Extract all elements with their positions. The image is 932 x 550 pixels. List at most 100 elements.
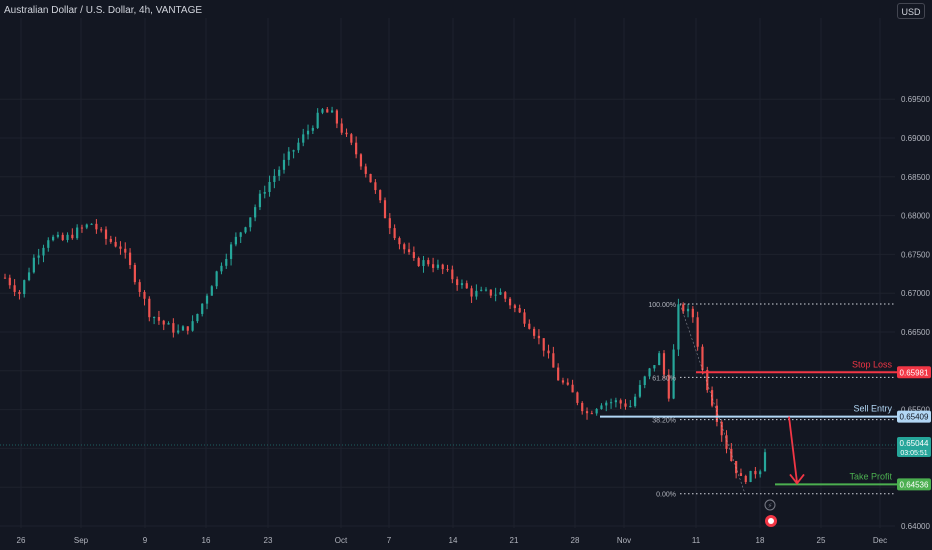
candle-body — [547, 350, 550, 354]
candle-body — [205, 295, 209, 304]
candlestick-series — [3, 106, 767, 485]
candle-body — [460, 283, 464, 286]
candle-body — [566, 382, 569, 385]
candle-body — [297, 142, 300, 151]
candle-body — [383, 200, 387, 219]
candle-body — [234, 236, 237, 245]
candle-body — [355, 142, 358, 155]
candle-body — [682, 304, 685, 312]
candle-body — [153, 317, 156, 319]
candle-body — [393, 228, 396, 239]
candle-body — [191, 321, 194, 331]
lightning-event-icon[interactable] — [764, 499, 776, 511]
candle-body — [643, 376, 646, 386]
candle-body — [629, 406, 632, 408]
candle-body — [576, 392, 579, 403]
candle-body — [47, 240, 50, 248]
bar-countdown-label: 03:05:51 — [900, 450, 927, 457]
candle-body — [330, 110, 334, 113]
candle-body — [143, 291, 146, 299]
fib-level-label: 38.20% — [652, 418, 676, 425]
x-tick-label: 28 — [571, 536, 580, 545]
candle-body — [278, 169, 281, 176]
x-tick-label: 25 — [817, 536, 826, 545]
x-tick-label: Dec — [873, 536, 887, 545]
candle-body — [220, 265, 223, 272]
candle-body — [489, 289, 492, 296]
candle-body — [706, 369, 709, 391]
candle-body — [658, 353, 661, 366]
candle-body — [653, 365, 656, 369]
flag-event-icon-inner — [768, 518, 774, 524]
candle-body — [605, 402, 608, 406]
candle-body — [114, 241, 117, 247]
candle-body — [374, 182, 377, 191]
candle-body — [287, 151, 290, 160]
level-name: Sell Entry — [853, 404, 892, 414]
candle-body — [561, 380, 565, 383]
x-tick-label: Sep — [74, 536, 89, 545]
fib-level-label: 0.00% — [656, 492, 676, 499]
fib-level-label: 61.80% — [652, 375, 676, 382]
candle-body — [465, 283, 468, 289]
level-name: Take Profit — [849, 471, 892, 481]
level-price-label: 0.65409 — [900, 413, 929, 422]
candle-body — [436, 264, 440, 268]
candle-body — [263, 191, 266, 194]
candle-body — [119, 246, 122, 249]
candle-body — [412, 252, 415, 259]
candle-body — [585, 411, 589, 414]
y-tick-label: 0.64000 — [901, 522, 930, 531]
candle-body — [90, 223, 93, 225]
time-axis[interactable]: 26 Sep 9 16 23 Oct 7 14 21 28 Nov 11 18 25 Dec — [17, 536, 888, 545]
candle-body — [80, 227, 84, 229]
candle-body — [3, 277, 7, 279]
candle-body — [662, 353, 666, 375]
candle-body — [422, 260, 425, 267]
candle-body — [456, 279, 459, 286]
candle-body — [508, 298, 512, 306]
candle-body — [359, 154, 363, 167]
candle-body — [759, 471, 762, 475]
currency-button[interactable]: USD — [897, 3, 925, 19]
candle-body — [71, 234, 74, 239]
x-tick-label: 21 — [510, 536, 519, 545]
x-tick-label: 26 — [17, 536, 26, 545]
candle-body — [311, 127, 314, 131]
sell-arrow-head — [789, 473, 805, 485]
level-price-label: 0.64536 — [900, 480, 929, 489]
candle-body — [42, 247, 45, 256]
candle-body — [504, 292, 507, 299]
candle-body — [388, 218, 391, 229]
candle-body — [225, 258, 228, 266]
lightning-glyph-icon: ⚡ — [768, 502, 773, 510]
candle-body — [239, 232, 242, 237]
candle-body — [302, 134, 305, 143]
candle-body — [249, 217, 252, 228]
candle-body — [273, 175, 276, 182]
candle-body — [638, 385, 642, 397]
candle-body — [85, 224, 88, 228]
candle-body — [609, 402, 613, 404]
y-tick-label: 0.69500 — [901, 95, 930, 104]
candle-body — [701, 346, 704, 370]
candle-body — [316, 112, 319, 128]
candle-body — [407, 249, 411, 253]
candle-body — [537, 335, 541, 339]
candle-body — [167, 323, 170, 325]
price-axis[interactable]: 0.69500 0.69000 0.68500 0.68000 0.67500 0.670… — [897, 95, 931, 531]
x-tick-label: 7 — [387, 536, 392, 545]
candle-body — [109, 238, 112, 242]
candle-body — [619, 400, 622, 404]
x-tick-label: 16 — [202, 536, 211, 545]
y-tick-label: 0.69000 — [901, 134, 930, 143]
candle-body — [210, 286, 213, 296]
candle-body — [172, 323, 175, 333]
level-price-label: 0.65981 — [900, 368, 929, 377]
candle-body — [533, 328, 536, 336]
candle-body — [624, 403, 627, 407]
candle-body — [321, 109, 324, 113]
candle-body — [581, 402, 584, 412]
candle-body — [677, 304, 680, 350]
